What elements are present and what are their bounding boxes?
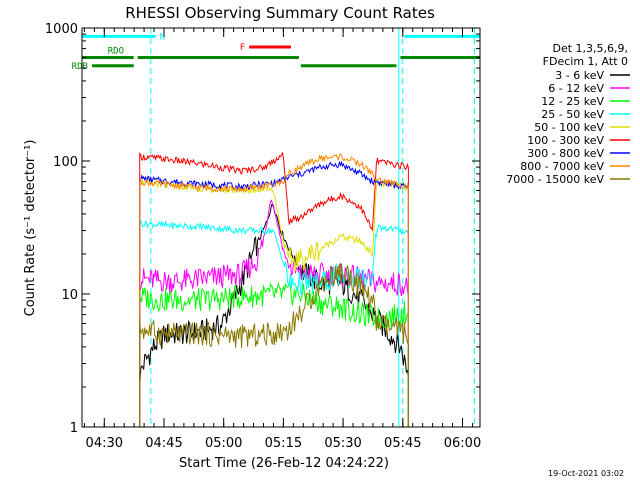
x-tick-label: 05:45	[384, 436, 421, 451]
footer-date: 19-Oct-2021 03:02	[548, 469, 624, 478]
legend-entry-label: 50 - 100 keV	[534, 121, 604, 134]
data-gap-region	[82, 28, 140, 427]
series-line-3	[139, 219, 409, 427]
data-gap-region	[409, 28, 480, 427]
series-line-2	[139, 281, 409, 427]
plot-frame	[81, 27, 481, 428]
x-tick-label: 05:30	[324, 436, 361, 451]
legend-entry-label: 800 - 7000 keV	[520, 160, 604, 173]
y-tick-label: 1000	[45, 22, 78, 37]
flag-label-rdo: RDO	[108, 47, 124, 57]
flag-label-n: N	[160, 32, 165, 42]
series-line-8	[139, 263, 409, 427]
legend-entry-label: 300 - 800 keV	[527, 147, 604, 160]
x-tick-label: 04:45	[145, 436, 182, 451]
data-gaps-group	[82, 28, 480, 427]
x-tick-label: 04:30	[86, 436, 123, 451]
legend-entry-label: 12 - 25 keV	[541, 95, 604, 108]
x-tick-label: 05:00	[205, 436, 242, 451]
legend-entry-label: 3 - 6 keV	[555, 69, 604, 82]
flag-label-f: F	[240, 43, 245, 53]
flag-label-rdb: RDB	[72, 62, 88, 72]
y-axis-label: Count Rate (s⁻¹ detector⁻¹)	[23, 140, 38, 317]
y-tick-label: 1	[70, 421, 78, 436]
x-tick-label: 06:00	[444, 436, 481, 451]
y-tick-label: 10	[61, 288, 78, 303]
legend-entry-label: 100 - 300 keV	[527, 134, 604, 147]
y-tick-label: 100	[53, 155, 78, 170]
series-line-5	[139, 151, 409, 427]
x-tick-label: 05:15	[265, 436, 302, 451]
series-line-7	[139, 153, 409, 427]
legend-entry-label: 7000 - 15000 keV	[506, 173, 604, 186]
flags-group: N RDO RDB F	[72, 32, 480, 72]
legend-entry-label: 25 - 50 keV	[541, 108, 604, 121]
axes-group: 1 10 100 1000 04:30 04:45 05:00 05:15 05:30 05:45…	[45, 22, 481, 451]
series-line-4	[139, 178, 409, 427]
legend-entry-label: 6 - 12 keV	[548, 82, 604, 95]
legend-header: FDecim 1, Att 0	[543, 55, 628, 68]
series-group	[139, 151, 409, 427]
chart-title: RHESSI Observing Summary Count Rates	[125, 4, 435, 22]
legend-header: Det 1,3,5,6,9,	[552, 42, 628, 55]
legend: Det 1,3,5,6,9,FDecim 1, Att 03 - 6 keV6 …	[506, 42, 630, 186]
x-axis-label: Start Time (26-Feb-12 04:24:22)	[179, 456, 389, 471]
